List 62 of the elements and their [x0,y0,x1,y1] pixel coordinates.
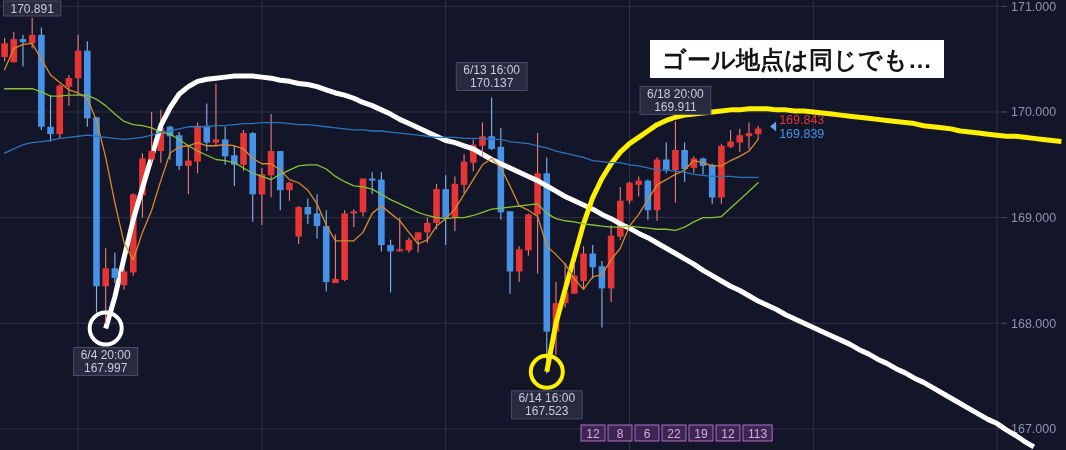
title: ゴール地点は同じでも… [650,40,944,78]
y-tick-label: 170.000 [1011,105,1057,120]
annotation: 170.891 [2,0,62,17]
annotation: 113 [748,426,768,441]
candlestick [65,74,73,107]
candlestick [102,247,109,325]
annotation: 6 [634,424,660,442]
candlestick [571,262,578,295]
candlestick [635,175,642,198]
y-tick-label: 169.000 [1011,211,1057,226]
candlestick [414,231,422,254]
candlestick [396,217,404,252]
candlestick [387,239,394,294]
annotation: 6/4 20:00 167.997 [73,347,139,376]
candlestick [515,245,523,283]
candlestick [185,145,192,195]
annotation: 113 [742,424,773,442]
annotation: 6/18 20:00 169.911 [639,85,712,115]
y-tick-label: 171.000 [1011,0,1057,14]
annotation: 8 [607,424,633,442]
candlestick [736,128,744,153]
annotation: 6/13 16:00 170.137 [463,63,521,90]
annotation: 6/14 16:00 167.523 [518,391,576,419]
candlestick [47,94,54,143]
candlestick [488,96,495,151]
annotation: 12 [715,424,741,442]
annotation: 19 [694,426,708,441]
annotation: 8 [616,426,624,441]
annotation: 6/4 20:00 167.997 [80,348,132,376]
annotation: 22 [667,426,681,441]
candlestick [662,142,670,174]
candlestick [231,145,238,187]
annotation: 6/14 16:00 167.523 [510,390,583,420]
candlestick [479,121,486,157]
candlestick [332,233,339,284]
y-tick-label: 168.000 [1011,316,1057,331]
annotation: 22 [661,424,687,442]
y-tick-label: 167.000 [1011,422,1057,437]
annotation: 12 [721,426,735,441]
annotation: 170.891 [10,1,55,16]
candlestick [111,251,119,284]
annotation: 19 [688,424,714,442]
candlestick [460,153,468,194]
candlestick [1,37,8,62]
candlestick [424,217,431,244]
annotation: 12 [586,426,600,441]
candlestick [626,181,633,205]
candlestick [681,142,688,183]
annotation: 169.839 [779,127,825,142]
candlestick [148,111,155,164]
candlestick [120,267,128,290]
annotation: 6 [643,426,651,441]
annotation: 169.843 [779,113,825,128]
candlestick [203,102,211,152]
candlestick [286,181,293,202]
candlestick [672,120,679,204]
annotation: 6/13 16:00 170.137 [455,62,528,91]
annotation: 6/18 20:00 169.911 [647,86,705,114]
candlestick [589,244,597,280]
candlestick [212,82,220,147]
candlestick [313,193,321,240]
annotation: 12 [580,424,606,442]
